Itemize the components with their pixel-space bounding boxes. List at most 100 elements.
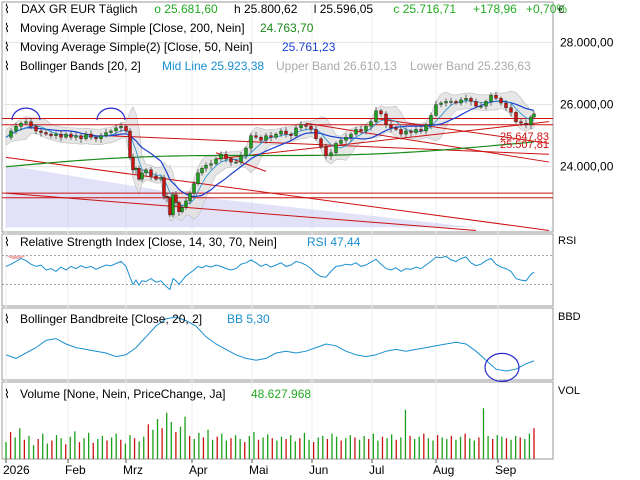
candle-body bbox=[439, 102, 443, 105]
candle-body bbox=[94, 137, 98, 139]
candle-body bbox=[165, 196, 169, 199]
currency-label: € bbox=[558, 4, 564, 16]
panel-frame-2 bbox=[1, 307, 554, 381]
highlight-arc bbox=[96, 107, 126, 121]
candle-body bbox=[114, 127, 118, 132]
candle-body bbox=[184, 200, 188, 208]
legend-item-1: o 25.681,60 bbox=[154, 2, 218, 16]
rsi-value: RSI 47,44 bbox=[307, 235, 361, 249]
candle-body bbox=[119, 126, 123, 129]
ma200-value: 24.763,70 bbox=[260, 21, 314, 35]
candle-body bbox=[389, 124, 393, 129]
price-tick-label: 28.000,00 bbox=[560, 35, 614, 49]
xaxis-label: Jun bbox=[309, 463, 328, 477]
candle-body bbox=[54, 133, 58, 136]
candle-body bbox=[84, 133, 88, 139]
candle-body bbox=[131, 157, 135, 171]
candle-body bbox=[140, 172, 144, 180]
rsi-icon: ⌇ bbox=[4, 235, 10, 249]
candle-body bbox=[484, 101, 488, 107]
candle-body bbox=[459, 99, 463, 104]
candle-body bbox=[244, 147, 248, 157]
candle-body bbox=[239, 155, 243, 163]
candle-body bbox=[489, 95, 493, 102]
candle-body bbox=[414, 129, 418, 133]
candle-body bbox=[234, 161, 238, 164]
candle-body bbox=[369, 121, 373, 127]
candle-body bbox=[514, 112, 518, 122]
candle-body bbox=[409, 130, 413, 133]
candle-body bbox=[49, 133, 53, 136]
candle-body bbox=[524, 123, 528, 125]
candle-body bbox=[319, 138, 323, 147]
candle-body bbox=[399, 129, 403, 135]
candle-body bbox=[196, 172, 200, 185]
legend-item-2: h 25.800,62 bbox=[234, 2, 298, 16]
candle-body bbox=[469, 98, 473, 102]
candle-body bbox=[449, 101, 453, 103]
candle-body bbox=[334, 143, 338, 153]
candle-body bbox=[174, 194, 178, 203]
candle-body bbox=[69, 133, 73, 138]
candle-body bbox=[39, 130, 43, 133]
candle-body bbox=[494, 95, 498, 99]
candle-body bbox=[532, 113, 536, 118]
candle-body bbox=[309, 126, 313, 130]
bbw-title: Bollinger Bandbreite [Close, 20, 2] bbox=[20, 312, 202, 326]
candle-body bbox=[171, 194, 175, 216]
candle-body bbox=[209, 163, 213, 166]
candle-body bbox=[424, 124, 428, 132]
candle-body bbox=[59, 133, 63, 138]
candle-body bbox=[359, 129, 363, 132]
candle-body bbox=[74, 135, 78, 138]
rsi-title: Relative Strength Index [Close, 14, 30, … bbox=[20, 235, 277, 249]
vol-side-label: VOL bbox=[558, 385, 580, 397]
price-label: 25.647,83 bbox=[500, 131, 549, 143]
indicator-icon: ⌇ bbox=[4, 21, 10, 35]
legend-item-0: DAX GR EUR Täglich bbox=[21, 2, 137, 16]
xaxis-label: 2026 bbox=[3, 463, 30, 477]
legend-item-6: +0,70% bbox=[526, 2, 567, 16]
candle-body bbox=[374, 110, 378, 122]
vol-title: Volume [None, Nein, PriceChange, Ja] bbox=[20, 387, 225, 401]
candle-body bbox=[379, 110, 383, 115]
candle-body bbox=[64, 133, 68, 138]
bollinger-upper-value: Upper Band 26.610,13 bbox=[276, 59, 397, 73]
bollinger-band-fill bbox=[5, 90, 535, 221]
legend-item-4: c 25.716,71 bbox=[393, 2, 456, 16]
price-tick-label: 26.000,00 bbox=[560, 98, 614, 112]
candle-body bbox=[104, 132, 108, 136]
xaxis-label: Jul bbox=[369, 463, 384, 477]
candle-body bbox=[154, 175, 158, 180]
trend-line bbox=[5, 156, 550, 231]
candle-body bbox=[162, 177, 166, 197]
candle-body bbox=[99, 135, 103, 139]
candle-body bbox=[29, 121, 33, 127]
candle-body bbox=[188, 192, 192, 202]
candle-body bbox=[344, 137, 348, 141]
candle-body bbox=[454, 101, 458, 104]
candle-body bbox=[294, 127, 298, 136]
candle-body bbox=[149, 169, 153, 177]
candle-body bbox=[434, 104, 438, 116]
candle-body bbox=[249, 135, 253, 149]
candle-body bbox=[19, 123, 23, 127]
bollinger-mid-value: Mid Line 25.923,38 bbox=[162, 59, 264, 73]
legend-icon: ⌇ bbox=[4, 2, 10, 16]
candle-body bbox=[419, 129, 423, 132]
trend-line bbox=[105, 135, 550, 155]
trend-line bbox=[305, 122, 550, 163]
candle-body bbox=[444, 101, 448, 104]
candle-body bbox=[180, 206, 184, 212]
trend-line bbox=[375, 118, 550, 144]
channel-shade bbox=[6, 165, 476, 228]
xaxis-label: Feb bbox=[65, 463, 86, 477]
rsi-side-label: RSI bbox=[558, 235, 576, 247]
candle-body bbox=[177, 202, 181, 212]
candle-body bbox=[200, 168, 204, 174]
bbw-icon: ⌇ bbox=[4, 312, 10, 326]
candle-body bbox=[364, 126, 368, 132]
candle-body bbox=[499, 98, 503, 104]
candle-body bbox=[324, 146, 328, 157]
candle-body bbox=[224, 154, 228, 160]
